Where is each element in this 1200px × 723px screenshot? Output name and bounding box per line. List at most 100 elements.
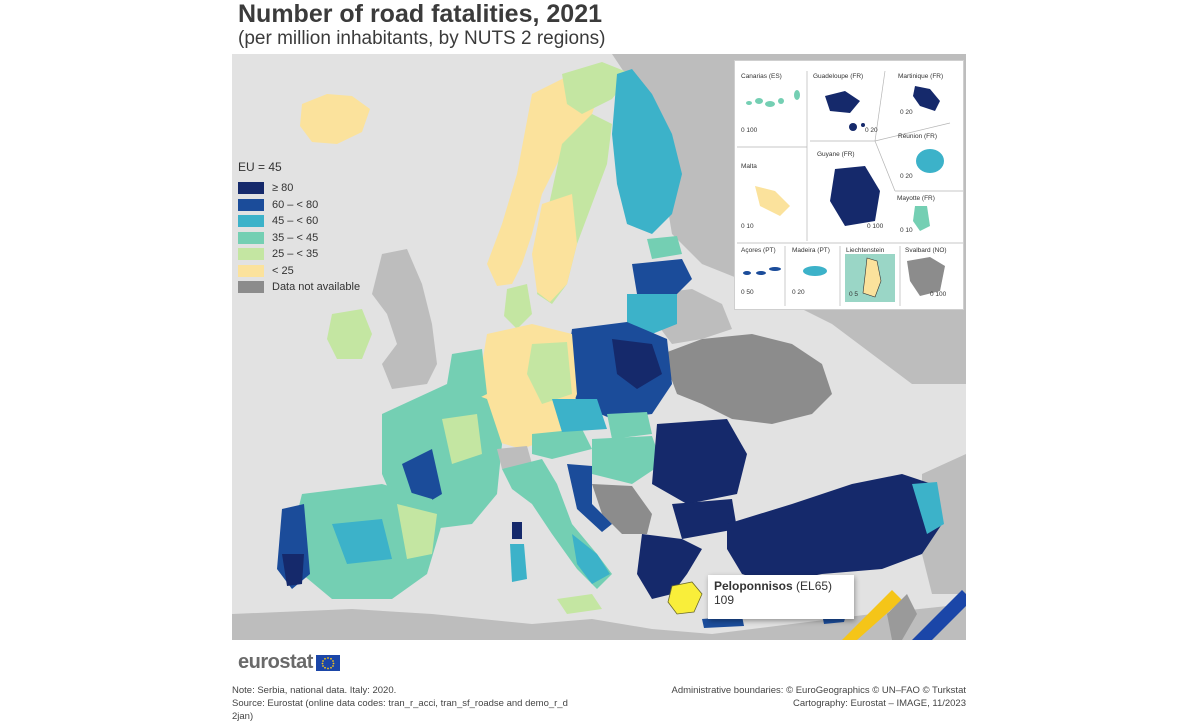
peloponnisos-region[interactable] xyxy=(667,581,703,615)
footer-note: Note: Serbia, national data. Italy: 2020… xyxy=(232,685,397,696)
accent-stripe-yellow xyxy=(842,590,902,640)
footer-credits: Administrative boundaries: © EuroGeograp… xyxy=(646,684,966,710)
eu-flag-icon xyxy=(315,654,340,671)
legend-item: < 25 xyxy=(238,263,360,280)
inset-mayotte-shape xyxy=(913,206,930,231)
inset-canarias-shapes xyxy=(746,90,800,107)
legend-label: Data not available xyxy=(272,281,361,294)
poland-regions xyxy=(612,339,662,389)
logo-text: eurostat xyxy=(238,651,313,673)
legend-item: 35 – < 45 xyxy=(238,230,360,247)
spain-east xyxy=(397,504,437,559)
hungary xyxy=(592,436,662,484)
switzerland xyxy=(497,446,532,469)
legend-swatch xyxy=(238,231,264,244)
inset-label-liechtenstein: Liechtenstein xyxy=(846,247,885,254)
inset-label-acores: Açores (PT) xyxy=(741,247,776,254)
inset-scale-guyane: 0 100 xyxy=(867,223,884,230)
uk xyxy=(372,249,437,389)
legend-item: Data not available xyxy=(238,279,360,296)
insets-panel: Canarias (ES) 0 100 Guadeloupe (FR) 0 20… xyxy=(734,60,964,310)
legend-swatch xyxy=(238,198,264,211)
turkey-east-teal xyxy=(912,482,944,534)
inset-scale-reunion: 0 20 xyxy=(900,173,913,180)
western-balkans xyxy=(592,484,652,534)
finland xyxy=(612,69,682,234)
inset-liechtenstein-shape xyxy=(862,257,882,298)
inset-madeira-shape xyxy=(803,266,827,276)
inset-guyane-shape xyxy=(830,166,880,226)
eu-average-label: EU = 45 xyxy=(238,160,282,174)
non-eu-ukraine xyxy=(662,334,832,424)
region-tooltip: Peloponnisos (EL65) 109 xyxy=(708,575,854,619)
norway-north xyxy=(562,62,632,114)
inset-scale-malta: 0 10 xyxy=(741,223,754,230)
legend-label: 60 – < 80 xyxy=(272,198,319,211)
denmark xyxy=(504,284,532,329)
legend-item: 45 – < 60 xyxy=(238,213,360,230)
legend-item: ≥ 80 xyxy=(238,180,360,197)
legend-label: 25 – < 35 xyxy=(272,248,319,261)
inset-label-reunion: Réunion (FR) xyxy=(898,133,938,140)
legend-swatch xyxy=(238,215,264,228)
legend-swatch xyxy=(238,281,264,294)
eurostat-logo: eurostat xyxy=(238,651,340,674)
non-eu-africa xyxy=(232,604,966,640)
inset-guadeloupe-shapes xyxy=(825,91,865,131)
legend-item: 60 – < 80 xyxy=(238,197,360,214)
footer-source: Source: Eurostat (online data codes: tra… xyxy=(232,698,568,709)
iceland xyxy=(300,94,370,144)
map-subtitle: (per million inhabitants, by NUTS 2 regi… xyxy=(238,28,606,49)
inset-scale-mayotte: 0 10 xyxy=(900,227,913,234)
inset-scale-martinique: 0 20 xyxy=(900,109,913,116)
croatia xyxy=(567,464,612,532)
romania xyxy=(652,419,747,504)
legend-item: 25 – < 35 xyxy=(238,246,360,263)
legend-swatch xyxy=(238,182,264,195)
accent-stripe-gray xyxy=(887,594,917,640)
greece xyxy=(637,534,702,599)
spain-centre xyxy=(332,519,392,564)
inset-scale-canarias: 0 100 xyxy=(741,127,758,134)
legend-label: ≥ 80 xyxy=(272,182,294,195)
tooltip-region-name: Peloponnisos xyxy=(714,579,793,593)
inset-reunion-shape xyxy=(916,149,944,173)
portugal-south xyxy=(282,554,304,586)
norway xyxy=(487,74,602,286)
inset-scale-liechtenstein: 0 5 xyxy=(849,291,859,298)
latvia xyxy=(632,259,692,294)
inset-scale-acores: 0 50 xyxy=(741,289,754,296)
corsica xyxy=(512,522,522,539)
inset-scale-madeira: 0 20 xyxy=(792,289,805,296)
tooltip-region-code: (EL65) xyxy=(796,579,833,593)
germany-east xyxy=(527,342,572,404)
footer-boundaries: Administrative boundaries: © EuroGeograp… xyxy=(671,685,966,696)
czechia xyxy=(552,399,607,432)
inset-label-madeira: Madeira (PT) xyxy=(792,247,830,254)
slovakia xyxy=(607,412,652,439)
insets-graphics xyxy=(737,70,963,306)
inset-label-svalbard: Svalbard (NO) xyxy=(905,247,947,254)
sweden-south xyxy=(532,194,577,302)
inset-scale-svalbard: 0 100 xyxy=(930,291,947,298)
footer-notes: Note: Serbia, national data. Italy: 2020… xyxy=(232,684,568,723)
inset-label-martinique: Martinique (FR) xyxy=(898,73,944,80)
bulgaria xyxy=(672,499,737,539)
inset-label-mayotte: Mayotte (FR) xyxy=(897,195,935,202)
inset-scale-guadeloupe: 0 20 xyxy=(865,127,878,134)
inset-martinique-shape xyxy=(913,86,940,111)
sicily xyxy=(557,594,602,614)
legend-label: 35 – < 45 xyxy=(272,231,319,244)
inset-label-guadeloupe: Guadeloupe (FR) xyxy=(813,73,864,80)
map-title: Number of road fatalities, 2021 xyxy=(238,0,603,28)
turkey xyxy=(727,474,942,584)
legend-swatch xyxy=(238,248,264,261)
inset-svalbard-shape xyxy=(907,257,945,296)
crete xyxy=(702,616,744,628)
inset-label-malta: Malta xyxy=(741,163,757,170)
accent-stripe-blue xyxy=(912,590,966,640)
footer-cartography: Cartography: Eurostat – IMAGE, 11/2023 xyxy=(792,698,966,709)
estonia xyxy=(647,236,682,259)
france-centre xyxy=(442,414,482,464)
map-legend: EU = 45 ≥ 80 60 – < 80 45 – < 60 35 – < … xyxy=(238,160,360,296)
